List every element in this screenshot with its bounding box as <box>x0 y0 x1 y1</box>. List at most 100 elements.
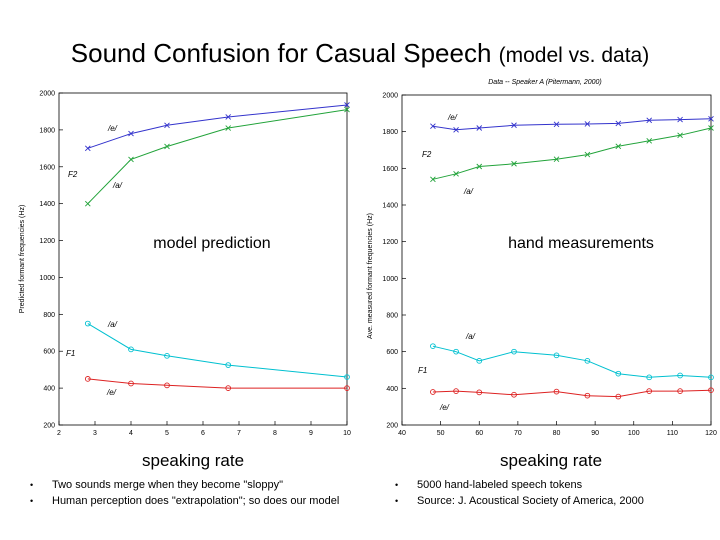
chart1-y-tick-label: 1600 <box>39 164 55 171</box>
chart2-x-tick-label: 120 <box>705 430 717 437</box>
chart2-data-point-x <box>615 143 622 150</box>
chart2-x-tick-label: 110 <box>667 430 678 437</box>
chart2-data-point-o <box>708 387 714 394</box>
chart2-x-tick-label: 60 <box>475 430 483 437</box>
chart1-data-point-o <box>128 380 134 387</box>
chart2-data-point-x <box>476 125 483 131</box>
chart1-x-tick-label: 9 <box>309 430 313 437</box>
chart2-data-point-o <box>476 389 483 396</box>
left-bullet-1: Two sounds merge when they become "slopp… <box>52 479 283 491</box>
chart2-x-tick-label: 50 <box>437 430 445 437</box>
chart2-annotation: /a/ <box>463 187 474 196</box>
chart1-data-point-o <box>84 376 91 382</box>
chart1-x-tick-label: 10 <box>343 430 351 437</box>
chart2-x-tick-label: 40 <box>398 430 406 437</box>
chart2-data-point-o <box>453 348 459 355</box>
chart2-series-line <box>432 127 712 180</box>
chart2-data-point-o <box>584 392 591 399</box>
chart1-y-tick-label: 2000 <box>39 91 55 98</box>
chart2-data-point-x <box>476 163 483 170</box>
chart1-x-tick-label: 8 <box>273 430 277 437</box>
chart2-y-tick-label: 1000 <box>382 276 398 283</box>
chart1-x-tick-label: 3 <box>93 430 97 437</box>
chart1-y-tick-label: 200 <box>43 423 55 430</box>
chart2-x-tick-label: 80 <box>553 430 561 437</box>
chart2-data-point-o <box>615 393 622 400</box>
left-bullet-2: Human perception does "extrapolation"; s… <box>52 495 340 507</box>
chart2-x-tick-label: 100 <box>628 430 640 437</box>
chart2-annotation: /a/ <box>465 332 476 341</box>
chart2-data-point-x <box>453 127 459 133</box>
chart1-y-tick-label: 1000 <box>39 275 55 282</box>
right-x-caption: speaking rate <box>500 451 603 470</box>
chart2-x-tick-label: 70 <box>514 430 522 437</box>
chart1-y-tick-label: 1800 <box>39 127 55 134</box>
chart1-data-point-x <box>344 106 350 113</box>
chart1-y-tick-label: 1400 <box>39 201 55 208</box>
chart1-y-tick-label: 400 <box>43 386 55 393</box>
left-x-caption: speaking rate <box>142 451 245 470</box>
chart1-y-tick-label: 1200 <box>39 238 55 245</box>
chart2-x-tick-label: 90 <box>591 430 599 437</box>
chart2-data-point-x <box>677 116 683 123</box>
chart1-data-point-o <box>128 346 134 353</box>
bullet-icon: • <box>30 480 34 490</box>
chart2-data-point-x <box>430 123 436 129</box>
chart2-y-tick-label: 400 <box>386 386 398 393</box>
chart1-annotation: /e/ <box>107 124 118 133</box>
chart2-data-point-x <box>677 132 683 139</box>
chart2-series-line <box>432 118 712 131</box>
chart2-y-tick-label: 2000 <box>382 93 398 100</box>
chart2-data-point-x <box>646 138 653 144</box>
title-main: Sound Confusion for Casual Speech <box>70 38 492 68</box>
chart1-x-tick-label: 4 <box>129 430 133 437</box>
chart1-x-tick-label: 2 <box>57 430 61 437</box>
chart1-data-point-o <box>84 320 91 327</box>
chart1-series-line <box>87 378 347 389</box>
chart2-y-tick-label: 1800 <box>382 129 398 136</box>
chart2-y-tick-label: 200 <box>386 423 398 430</box>
chart1-y-axis-label: Predicted formant frequencies (Hz) <box>19 205 26 314</box>
chart1-data-point-x <box>84 145 91 152</box>
chart1-data-point-x <box>225 125 232 131</box>
chart2-data-point-o <box>430 389 436 395</box>
chart2-y-tick-label: 800 <box>386 313 398 320</box>
chart2-series-line <box>432 389 712 398</box>
bullet-icon: • <box>30 496 34 506</box>
chart2-data-point-o <box>646 388 653 394</box>
list-item: • Two sounds merge when they become "slop… <box>30 477 339 493</box>
chart1-annotation: /a/ <box>107 320 118 329</box>
chart1-annotation: /a/ <box>112 181 123 190</box>
chart1-data-point-o <box>225 362 232 368</box>
chart1-data-point-x <box>84 200 91 207</box>
chart1-plot-frame <box>58 92 348 426</box>
chart2-y-axis-label: Ave. measured formant frequencies (Hz) <box>367 213 374 339</box>
chart1-annotation: F2 <box>68 170 78 179</box>
chart2-data-point-o <box>646 374 653 381</box>
chart2-data-point-o <box>615 370 622 377</box>
chart2-series-line <box>432 345 712 378</box>
chart2-data-point-x <box>646 117 653 124</box>
bullet-icon: • <box>395 496 399 506</box>
chart2-data-point-x <box>584 151 591 158</box>
chart1-y-tick-label: 800 <box>43 312 55 319</box>
chart1-data-point-o <box>344 385 350 391</box>
right-bullet-list: • 5000 hand-labeled speech tokens • Source… <box>395 477 644 509</box>
chart2-data-point-x <box>553 156 560 162</box>
chart1-x-tick-label: 5 <box>165 430 169 437</box>
bullet-icon: • <box>395 480 399 490</box>
chart1-data-point-o <box>225 385 232 391</box>
list-item: • Human perception does "extrapolation"; … <box>30 493 339 509</box>
list-item: • 5000 hand-labeled speech tokens <box>395 477 644 493</box>
chart2-data-point-o <box>708 374 714 381</box>
chart1-data-point-x <box>128 130 134 137</box>
chart2-data-point-o <box>677 372 683 379</box>
chart2-y-tick-label: 1200 <box>382 239 398 246</box>
chart2-data-point-x <box>430 176 436 183</box>
chart2-plot-frame <box>401 94 712 426</box>
chart1-data-point-x <box>128 156 134 163</box>
title-sub: (model vs. data) <box>498 44 650 67</box>
chart1-data-point-o <box>344 374 350 380</box>
chart2-annotation: /e/ <box>439 403 450 412</box>
